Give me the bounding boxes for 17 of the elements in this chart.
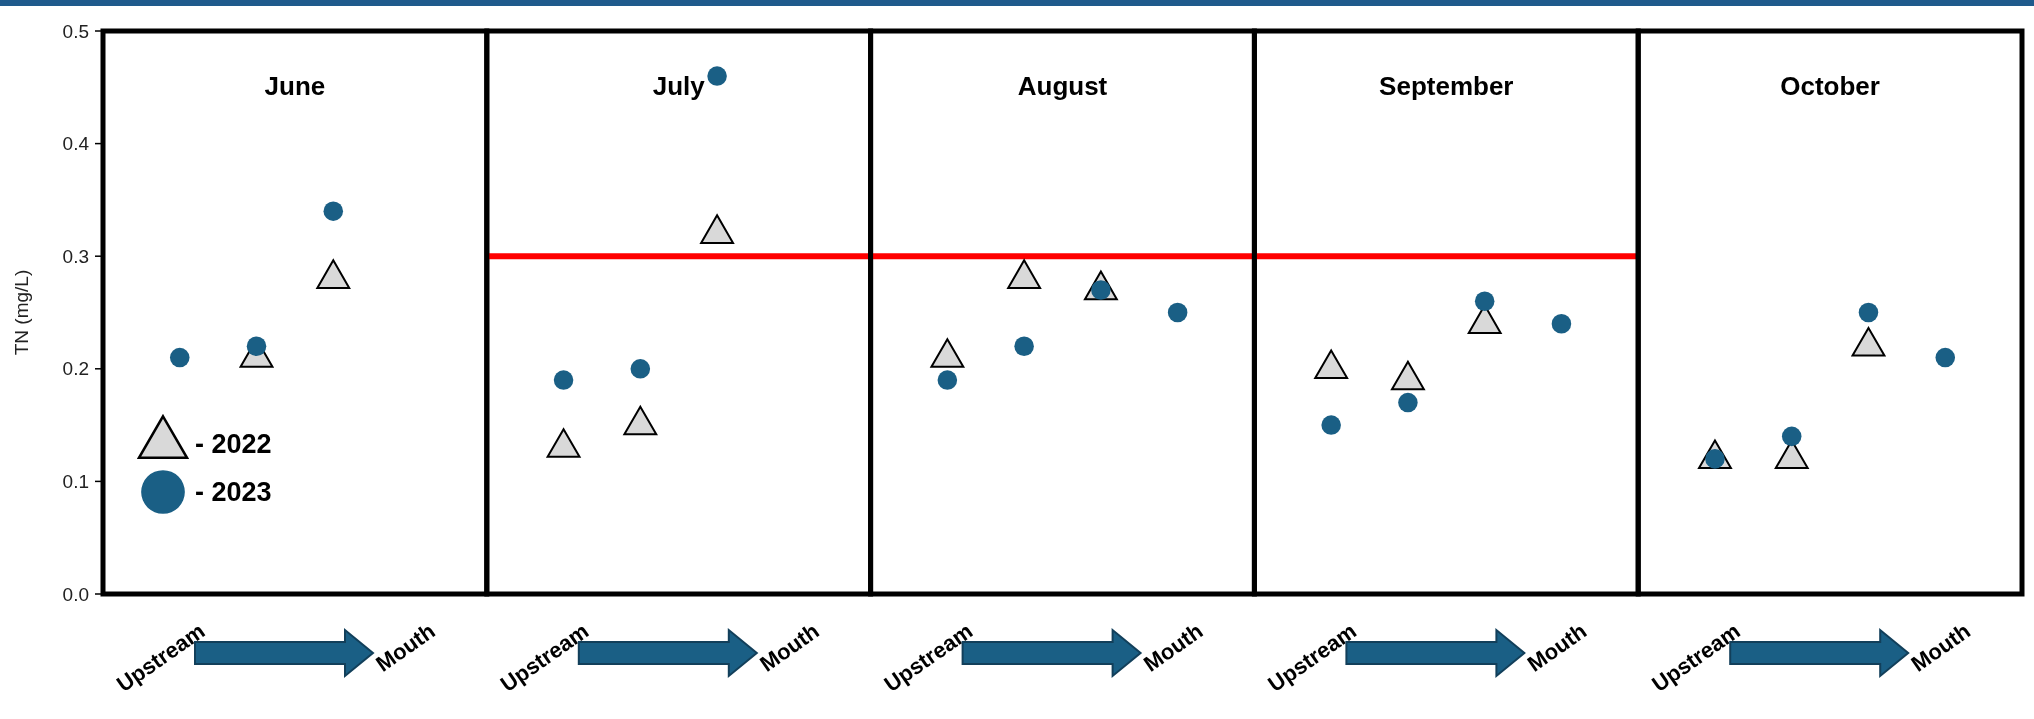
y-axis-title: TN (mg/L) — [11, 269, 32, 356]
point — [323, 201, 344, 221]
y-tick-label: 0.0 — [62, 583, 89, 605]
text: August — [1017, 71, 1108, 101]
text: June — [264, 71, 326, 101]
y-tick-label: 0.1 — [62, 471, 89, 493]
y-tick-label: 0.4 — [62, 133, 90, 155]
y-tick-label: 0.2 — [62, 358, 89, 380]
point — [246, 336, 267, 357]
y-tick-label: 0.5 — [62, 20, 89, 42]
legend-label: - 2022 — [195, 429, 272, 460]
legend-label: - 2023 — [195, 477, 272, 508]
point — [169, 347, 190, 368]
text: September — [1379, 71, 1514, 101]
text: October — [1780, 71, 1880, 101]
text: July — [652, 71, 706, 101]
y-tick-label: 0.3 — [62, 245, 89, 267]
